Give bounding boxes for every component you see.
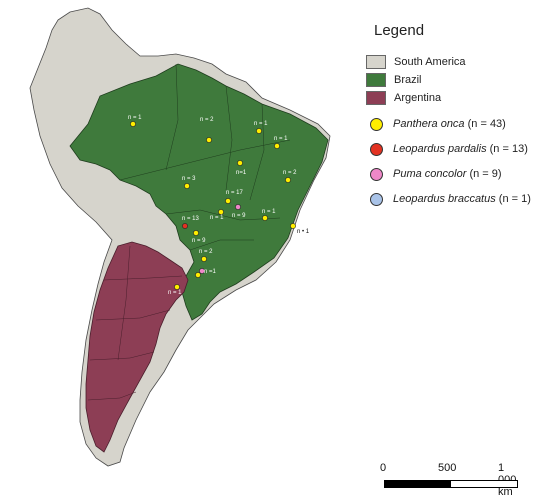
sample-point	[199, 268, 205, 274]
legend-point-icon	[370, 117, 383, 131]
species-count: (n = 43)	[467, 118, 506, 130]
sample-point	[237, 160, 243, 166]
sample-point	[201, 256, 207, 262]
sample-label: n = 1	[168, 290, 182, 296]
sample-point	[195, 272, 201, 278]
scale-bar-white	[450, 480, 518, 488]
scale-bar-black	[384, 480, 452, 488]
sample-point	[225, 198, 231, 204]
legend-label: Leopardus pardalis (n = 13)	[393, 143, 528, 155]
sample-label: n = 1	[262, 209, 276, 215]
state-boundaries	[119, 63, 291, 251]
species-name: Puma concolor	[393, 168, 467, 180]
legend-swatch	[366, 72, 386, 87]
legend-point-icon	[370, 167, 383, 181]
sample-labels: n = 1 n = 2 n = 1 n = 1 n = 3 n=1 n = 2 …	[128, 115, 310, 296]
legend-swatch	[366, 90, 386, 105]
sample-point	[174, 284, 180, 290]
sample-label: n = 17	[226, 190, 244, 196]
province-boundaries	[87, 245, 183, 401]
brazil-region	[69, 63, 329, 321]
south-america-map: n = 1 n = 2 n = 1 n = 1 n = 3 n=1 n = 2 …	[29, 7, 331, 467]
species-count: (n = 9)	[469, 168, 502, 180]
legend-item-south-america: South America	[366, 53, 546, 70]
legend-swatch	[366, 54, 386, 69]
legend: Legend South America Brazil Argentina Pa…	[366, 18, 546, 212]
sample-label: n = 2	[200, 117, 214, 123]
legend-item-leopardus-pardalis: Leopardus pardalis (n = 13)	[366, 137, 546, 161]
sample-label: n = 1	[128, 115, 142, 121]
species-name: Leopardus pardalis	[393, 143, 487, 155]
sample-point	[182, 223, 188, 229]
sample-label: n = 2	[283, 170, 297, 176]
species-count: (n = 13)	[489, 143, 528, 155]
sample-label: n = 1	[274, 136, 288, 142]
sample-label: n = 1	[254, 121, 268, 127]
sample-point	[262, 215, 268, 221]
sample-point	[206, 137, 212, 143]
sample-point	[130, 121, 136, 127]
legend-item-brazil: Brazil	[366, 71, 546, 88]
sample-point	[218, 209, 224, 215]
species-name: Panthera onca	[393, 118, 465, 130]
legend-label: Panthera onca (n = 43)	[393, 118, 506, 130]
legend-point-icon	[370, 192, 383, 206]
sample-point	[274, 143, 280, 149]
scale-bar: 0 500 1 000 km	[380, 462, 520, 498]
legend-item-leopardus-braccatus: Leopardus braccatus (n = 1)	[366, 187, 546, 211]
scale-tick-500: 500	[438, 462, 457, 474]
sample-label: n =1	[204, 269, 217, 275]
sample-label: n • 1	[297, 229, 310, 235]
sample-points	[130, 121, 296, 290]
legend-item-argentina: Argentina	[366, 89, 546, 106]
legend-label: Leopardus braccatus (n = 1)	[393, 193, 531, 205]
sample-label: n=1	[236, 170, 247, 176]
legend-label: Argentina	[394, 91, 442, 104]
sample-label: n = 2	[199, 249, 213, 255]
legend-point-icon	[370, 142, 383, 156]
sample-label: n = 3	[182, 176, 196, 182]
sample-point	[256, 128, 262, 134]
sample-point	[184, 183, 190, 189]
legend-label: South America	[394, 55, 466, 68]
legend-item-puma-concolor: Puma concolor (n = 9)	[366, 162, 546, 186]
sample-label: n = 9	[192, 238, 206, 244]
legend-item-panthera-onca: Panthera onca (n = 43)	[366, 112, 546, 136]
legend-title: Legend	[374, 22, 425, 39]
species-name: Leopardus braccatus	[393, 193, 496, 205]
sample-label: n = 1	[210, 215, 224, 221]
sample-label: n = 9	[232, 213, 246, 219]
sample-point	[285, 177, 291, 183]
sample-point	[193, 230, 199, 236]
species-count: (n = 1)	[498, 193, 531, 205]
sample-point	[235, 204, 241, 210]
legend-label: Puma concolor (n = 9)	[393, 168, 502, 180]
legend-label: Brazil	[394, 73, 422, 86]
argentina-region	[85, 241, 189, 453]
sample-label: n = 13	[182, 216, 200, 222]
scale-tick-0: 0	[380, 462, 387, 474]
sample-point	[290, 223, 296, 229]
